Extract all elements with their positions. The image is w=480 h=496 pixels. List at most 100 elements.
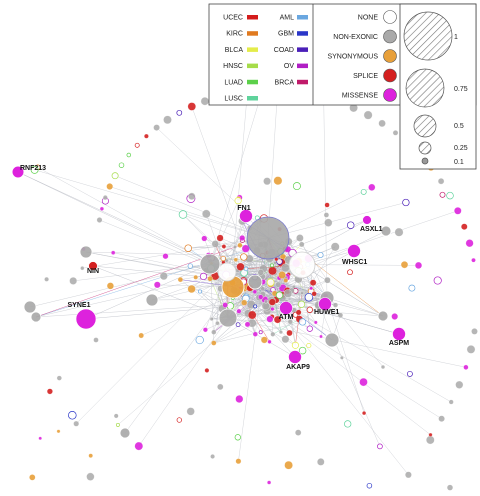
network-node — [278, 330, 283, 335]
network-node — [298, 346, 307, 355]
network-edge — [267, 202, 406, 239]
network-node — [275, 281, 282, 288]
legend-size-label: 0.1 — [454, 159, 464, 166]
network-node — [268, 266, 277, 276]
network-edge — [215, 243, 256, 283]
network-node — [113, 413, 119, 419]
network-node — [311, 291, 317, 297]
network-node — [197, 289, 203, 294]
network-node — [360, 188, 367, 195]
network-node — [439, 191, 446, 198]
network-node — [199, 272, 208, 281]
network-node — [380, 364, 386, 370]
network-edge — [209, 263, 431, 435]
network-node — [30, 165, 39, 174]
network-node — [209, 317, 214, 321]
network-node — [330, 242, 340, 252]
legend-cancer-label: LUSC — [224, 96, 243, 103]
network-node — [252, 331, 258, 337]
network-node — [200, 97, 210, 106]
legend: UCEC KIRC BLCA HNSC LUAD LUSC AML GBM COAD OV BRCA… — [208, 3, 477, 170]
legend-cancer-swatch — [247, 79, 258, 85]
network-edge — [213, 321, 303, 344]
network-node — [226, 302, 235, 310]
network-node — [247, 310, 257, 320]
network-node — [145, 293, 159, 307]
network-node — [96, 217, 103, 223]
legend-size-circle — [403, 11, 453, 61]
network-node — [258, 294, 264, 300]
network-node — [363, 110, 373, 120]
network-node — [187, 263, 193, 269]
network-node — [260, 336, 268, 344]
network-node — [243, 266, 249, 272]
network-node — [283, 278, 289, 283]
legend-cancer-label: COAD — [274, 47, 294, 54]
network-edge — [73, 263, 211, 282]
network-edge — [326, 297, 384, 368]
network-node — [235, 395, 244, 403]
legend-size-label: 0.25 — [454, 145, 468, 152]
network-node — [297, 300, 306, 308]
network-node — [162, 253, 169, 260]
network-node — [466, 345, 476, 354]
network-edge — [293, 246, 336, 311]
network-node — [204, 368, 210, 373]
network-node — [306, 342, 312, 349]
network-edge — [308, 258, 384, 317]
network-node — [79, 245, 93, 259]
network-edge — [34, 169, 269, 239]
gene-label-nin: NIN — [87, 268, 99, 275]
legend-cancer-label: GBM — [278, 31, 294, 38]
legend-mutation-label: SPLICE — [353, 73, 378, 80]
network-edge — [301, 264, 384, 317]
network-node — [270, 306, 275, 312]
legend-cancer-swatch — [247, 63, 258, 69]
network-node — [298, 241, 305, 248]
network-edge — [151, 297, 328, 301]
legend-cancer-label: UCEC — [223, 15, 243, 22]
network-node — [406, 370, 413, 377]
gene-label-asxl1: ASXL1 — [360, 226, 383, 233]
network-node — [264, 299, 268, 304]
network-node — [347, 269, 353, 276]
network-edge — [254, 281, 384, 317]
network-node — [233, 245, 237, 249]
network-edge — [124, 286, 234, 434]
network-node — [270, 263, 274, 268]
network-node — [215, 321, 220, 326]
network-node — [394, 227, 404, 237]
network-node — [235, 458, 242, 465]
legend-mutation-label: NONE — [358, 15, 379, 22]
network-node — [402, 198, 410, 207]
gene-label-atm: ATM — [279, 314, 294, 321]
network-node — [446, 191, 454, 200]
legend-cancer-label: LUAD — [224, 79, 243, 86]
gene-node-huwe1 — [318, 297, 332, 311]
network-node — [176, 417, 182, 423]
network-node — [80, 266, 85, 271]
legend-mutation-label: NON-EXONIC — [333, 34, 378, 41]
network-edge — [75, 271, 228, 424]
network-node — [346, 221, 355, 229]
network-node — [377, 310, 389, 322]
network-node — [88, 453, 93, 458]
network-node — [273, 315, 282, 324]
network-node — [292, 182, 301, 191]
legend-cancer-swatch — [297, 47, 308, 52]
legend-cancer-label: HNSC — [223, 63, 243, 70]
legend-cancer-swatch — [247, 31, 258, 36]
network-node — [239, 235, 246, 241]
network-node — [437, 178, 445, 185]
network-node — [273, 261, 277, 265]
network-edge — [323, 97, 328, 299]
network-node — [377, 443, 383, 450]
network-node — [306, 306, 313, 313]
gene-labels: RNF213 FN1 ASXL1 NIN WHSC1 SYNE1 HUWE1 ATM ASPM A… — [20, 165, 409, 371]
network-node — [284, 460, 293, 470]
network-edge — [191, 106, 256, 283]
network-node — [278, 271, 286, 279]
gene-label-huwe1: HUWE1 — [314, 309, 339, 316]
network-node — [178, 210, 188, 219]
network-node — [234, 197, 242, 205]
